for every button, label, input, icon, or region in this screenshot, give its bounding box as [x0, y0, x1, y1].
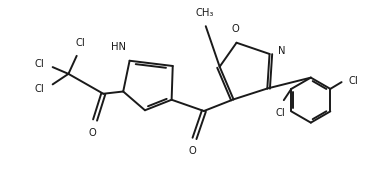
Text: O: O: [232, 24, 240, 34]
Text: Cl: Cl: [34, 84, 44, 94]
Text: HN: HN: [111, 43, 126, 53]
Text: O: O: [88, 128, 96, 138]
Text: O: O: [189, 146, 196, 156]
Text: N: N: [278, 46, 285, 56]
Text: Cl: Cl: [34, 59, 44, 69]
Text: Cl: Cl: [275, 108, 285, 118]
Text: CH₃: CH₃: [195, 8, 213, 18]
Text: Cl: Cl: [75, 38, 85, 48]
Text: Cl: Cl: [348, 76, 358, 86]
